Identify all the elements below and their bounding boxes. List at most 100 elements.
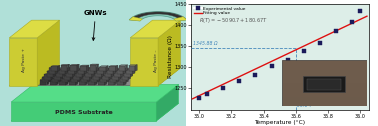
Experimental value (197, 97, 201, 99)
Polygon shape (49, 67, 58, 68)
Polygon shape (122, 75, 128, 80)
Polygon shape (37, 68, 152, 86)
Polygon shape (58, 77, 60, 82)
Polygon shape (84, 69, 87, 74)
Polygon shape (129, 66, 135, 71)
Polygon shape (83, 73, 92, 74)
Polygon shape (119, 76, 128, 77)
Polygon shape (66, 70, 75, 71)
Polygon shape (78, 69, 84, 74)
Polygon shape (119, 65, 128, 66)
Polygon shape (105, 70, 113, 71)
Text: GNWs: GNWs (84, 10, 107, 40)
FancyBboxPatch shape (282, 74, 367, 79)
Polygon shape (80, 66, 87, 71)
Polygon shape (78, 76, 80, 82)
Y-axis label: Resistance (Ω): Resistance (Ω) (168, 35, 173, 78)
Polygon shape (58, 65, 60, 71)
FancyBboxPatch shape (282, 101, 367, 106)
Polygon shape (79, 79, 87, 80)
FancyBboxPatch shape (0, 0, 186, 126)
Polygon shape (91, 76, 99, 77)
Polygon shape (107, 68, 116, 69)
Polygon shape (105, 71, 111, 77)
Polygon shape (50, 78, 58, 79)
Polygon shape (71, 76, 80, 77)
Polygon shape (124, 72, 130, 77)
Polygon shape (69, 78, 78, 79)
FancyBboxPatch shape (282, 92, 367, 97)
Polygon shape (50, 79, 56, 85)
Experimental value (270, 66, 274, 67)
Polygon shape (80, 73, 82, 80)
Polygon shape (97, 76, 99, 82)
Polygon shape (70, 74, 73, 80)
Polygon shape (85, 71, 94, 72)
Polygon shape (49, 68, 56, 74)
Polygon shape (51, 66, 58, 71)
Polygon shape (104, 68, 106, 74)
Polygon shape (75, 67, 77, 74)
Polygon shape (73, 70, 75, 77)
Polygon shape (90, 64, 99, 65)
Polygon shape (77, 64, 79, 71)
Experimental value (237, 80, 242, 82)
Polygon shape (100, 76, 107, 82)
Polygon shape (119, 77, 126, 82)
Polygon shape (131, 12, 186, 20)
Experimental value (318, 42, 322, 43)
Polygon shape (123, 68, 125, 74)
Polygon shape (93, 74, 99, 80)
Polygon shape (95, 71, 102, 77)
X-axis label: Temperature (°C): Temperature (°C) (254, 120, 305, 125)
Polygon shape (93, 73, 102, 74)
Polygon shape (81, 77, 87, 82)
Polygon shape (40, 80, 46, 85)
Polygon shape (9, 20, 59, 38)
Experimental value (205, 93, 209, 94)
Polygon shape (59, 69, 65, 74)
Polygon shape (62, 78, 68, 82)
Polygon shape (125, 65, 128, 71)
Polygon shape (174, 17, 187, 21)
Polygon shape (126, 76, 128, 82)
Polygon shape (46, 71, 53, 77)
Polygon shape (128, 74, 130, 80)
Polygon shape (69, 79, 76, 85)
Polygon shape (46, 70, 56, 71)
Polygon shape (54, 75, 60, 80)
FancyBboxPatch shape (282, 70, 367, 74)
Polygon shape (59, 79, 68, 80)
Polygon shape (116, 69, 123, 74)
Polygon shape (88, 67, 96, 68)
Polygon shape (106, 66, 108, 71)
Polygon shape (42, 76, 51, 77)
Polygon shape (99, 67, 106, 71)
Polygon shape (9, 68, 59, 86)
Polygon shape (115, 70, 123, 71)
FancyBboxPatch shape (282, 79, 367, 83)
Polygon shape (64, 75, 70, 80)
Polygon shape (81, 76, 90, 77)
Polygon shape (67, 64, 70, 71)
Polygon shape (11, 103, 178, 121)
Polygon shape (65, 68, 67, 74)
Polygon shape (95, 70, 104, 71)
Polygon shape (87, 76, 90, 82)
Polygon shape (59, 68, 67, 69)
Polygon shape (102, 70, 104, 77)
Polygon shape (121, 70, 123, 77)
Polygon shape (111, 70, 113, 77)
Polygon shape (61, 65, 67, 71)
Polygon shape (40, 79, 49, 80)
Polygon shape (130, 71, 133, 77)
Polygon shape (110, 77, 116, 82)
Polygon shape (76, 78, 78, 85)
Polygon shape (109, 74, 111, 80)
Polygon shape (130, 68, 180, 86)
Polygon shape (129, 17, 143, 21)
Polygon shape (87, 65, 89, 71)
Polygon shape (68, 68, 75, 74)
Polygon shape (66, 71, 73, 77)
FancyBboxPatch shape (282, 97, 367, 101)
